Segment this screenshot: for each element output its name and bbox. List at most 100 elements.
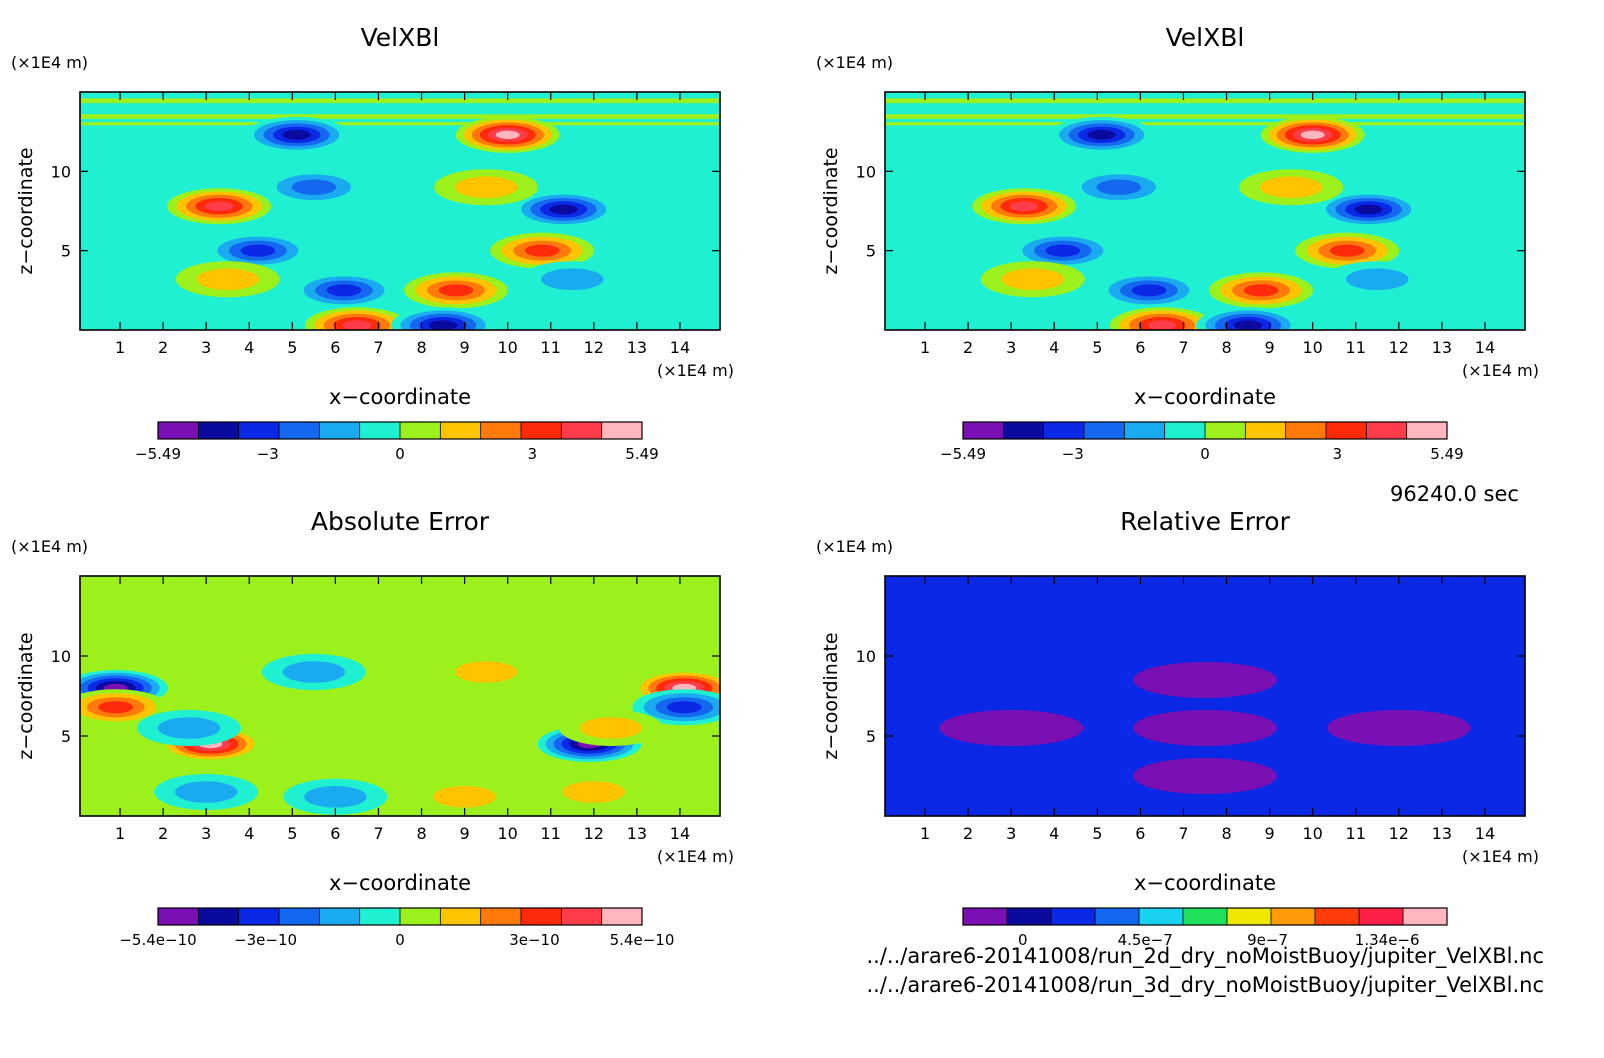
y-axis-label: z−coordinate [15, 632, 37, 759]
x-tick-label: 3 [1006, 338, 1016, 357]
colorbar-swatch [279, 908, 320, 925]
contour-feature [1239, 169, 1344, 206]
colorbar-swatch [601, 422, 643, 439]
y-tick-label: 5 [61, 727, 71, 746]
contour-feature [541, 774, 646, 810]
x-tick-label: 9 [460, 338, 470, 357]
x-tick-label: 11 [541, 824, 561, 843]
colorbar-label: 0 [395, 931, 405, 949]
x-tick-label: 6 [330, 338, 340, 357]
colorbar-label: 3e−10 [509, 931, 559, 949]
contour-level [326, 284, 362, 297]
contour-level [1147, 320, 1177, 330]
contour-feature [175, 261, 280, 298]
x-tick-label: 3 [201, 824, 211, 843]
level-band [885, 582, 1525, 588]
colorbar-swatch [480, 908, 522, 925]
contour-feature [1295, 232, 1400, 269]
colorbar-swatch [963, 422, 1004, 439]
x-tick-label: 7 [373, 338, 383, 357]
x-tick-label: 13 [627, 824, 647, 843]
x-unit-label: (×1E4 m) [1462, 847, 1539, 866]
contour-level [342, 320, 372, 330]
contour-feature [559, 710, 664, 746]
contour-level [1087, 129, 1116, 140]
x-tick-label: 10 [1302, 824, 1322, 843]
contour-level [282, 661, 346, 683]
contour-level [196, 268, 259, 291]
contour-feature [1208, 272, 1313, 309]
colorbar-swatch [480, 422, 522, 439]
x-tick-label: 13 [1432, 338, 1452, 357]
contour-level [1354, 204, 1383, 215]
colorbar: −5.49 −3 0 3 5.49 [135, 421, 659, 463]
colorbar-swatch [400, 908, 441, 925]
level-band [885, 598, 1525, 604]
colorbar-swatch [1205, 422, 1246, 439]
y-tick-label: 10 [51, 162, 71, 181]
x-tick-label: 12 [584, 824, 604, 843]
y-axis-label: z−coordinate [820, 147, 842, 274]
colorbar: −5.4e−10 −3e−10 0 3e−10 5.4e−10 [119, 907, 675, 949]
colorbar-swatch [359, 908, 401, 925]
colorbar-label: −5.49 [940, 445, 986, 463]
colorbar: 0 4.5e−7 9e−7 1.34e−6 [962, 907, 1448, 949]
file-path-3d: ../../arare6-20141008/run_3d_dry_noMoist… [866, 973, 1545, 997]
x-tick-label: 5 [1092, 824, 1102, 843]
colorbar-swatch [1164, 422, 1206, 439]
x-axis-label: x−coordinate [329, 385, 471, 409]
contour-level [1131, 284, 1167, 297]
colorbar-swatch [1007, 908, 1052, 925]
contour-field [80, 92, 720, 330]
contour-feature [520, 261, 625, 298]
y-tick-label: 10 [856, 647, 876, 666]
contour-feature [412, 778, 517, 815]
colorbar-swatch [359, 422, 401, 439]
colorbar-swatch [1043, 422, 1085, 439]
colorbar-swatch [1227, 908, 1272, 925]
chart-title: VelXBl [361, 23, 440, 52]
contour-feature [167, 188, 272, 225]
contour-level [1326, 710, 1471, 746]
colorbar-label: 3 [527, 445, 537, 463]
contour-feature [939, 710, 1084, 746]
chart-title: Relative Error [1120, 507, 1290, 536]
contour-feature [1097, 272, 1202, 309]
contour-level [98, 701, 134, 714]
x-axis-label: x−coordinate [329, 871, 471, 895]
colorbar-label: 3 [1332, 445, 1342, 463]
level-band [80, 114, 720, 119]
colorbar-swatch [1245, 422, 1287, 439]
x-tick-label: 4 [244, 824, 254, 843]
x-tick-label: 4 [244, 338, 254, 357]
x-tick-label: 6 [1135, 824, 1145, 843]
chart-title: VelXBl [1166, 23, 1245, 52]
contour-feature [511, 191, 616, 228]
contour-feature [1010, 232, 1115, 269]
x-tick-label: 14 [1475, 824, 1495, 843]
contour-feature [1196, 307, 1301, 330]
x-tick-label: 2 [963, 338, 973, 357]
colorbar-label: 5.4e−10 [610, 931, 675, 949]
x-tick-label: 8 [416, 824, 426, 843]
contour-feature [80, 689, 168, 726]
x-tick-label: 7 [373, 824, 383, 843]
x-tick-label: 11 [1346, 338, 1366, 357]
contour-level [939, 710, 1084, 746]
x-tick-label: 6 [1135, 338, 1145, 357]
contour-feature [244, 116, 349, 153]
colorbar-swatch [158, 422, 199, 439]
contour-level [304, 786, 367, 808]
y-axis-label: z−coordinate [15, 147, 37, 274]
x-tick-label: 3 [201, 338, 211, 357]
colorbar-swatch [1139, 908, 1184, 925]
colorbar-label: 1.34e−6 [1355, 931, 1420, 949]
contour-feature [1133, 662, 1277, 698]
colorbar-swatch [1271, 908, 1316, 925]
contour-level [1009, 201, 1039, 212]
colorbar-swatch [198, 422, 240, 439]
colorbar-label: −5.49 [135, 445, 181, 463]
colorbar-swatch [400, 422, 441, 439]
contour-level [1329, 244, 1365, 257]
